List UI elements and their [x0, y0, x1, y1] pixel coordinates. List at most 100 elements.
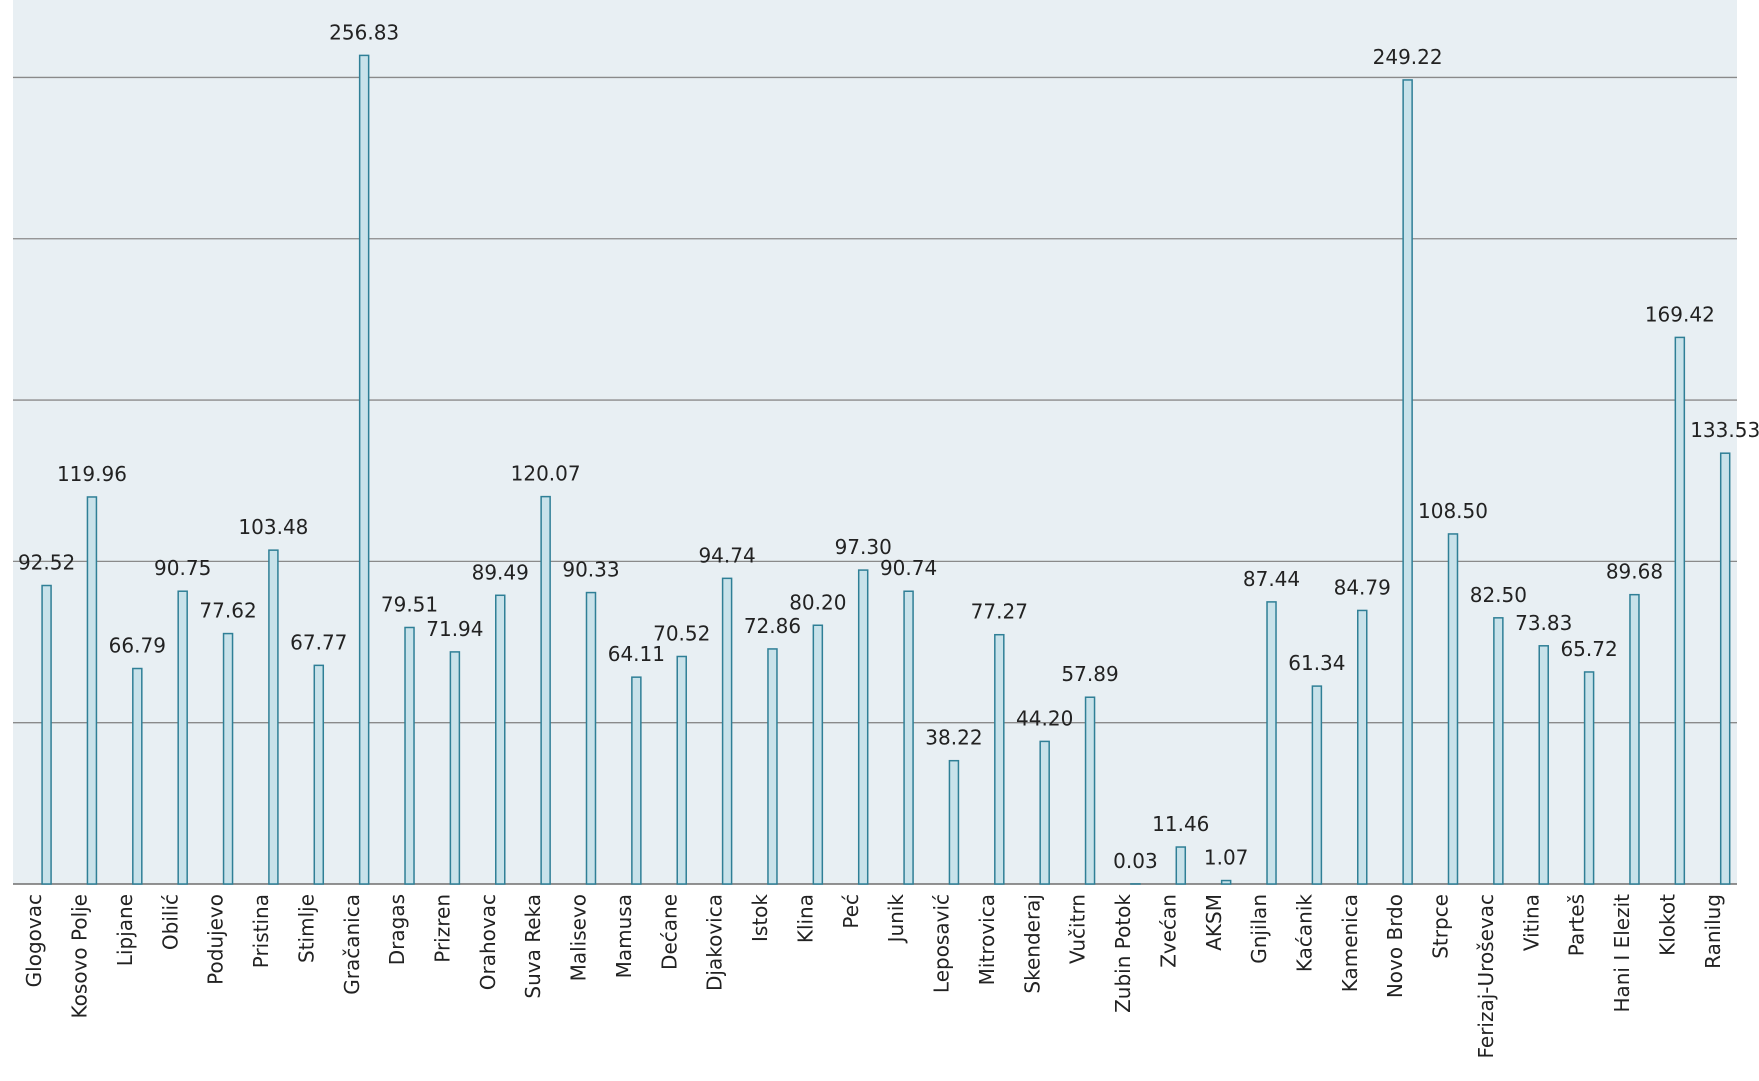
x-tick-label: Strpce — [1429, 894, 1453, 959]
bar — [857, 569, 869, 885]
bar — [495, 594, 506, 885]
bar — [1402, 79, 1413, 885]
bar — [177, 590, 188, 885]
x-tick-label: Skenderaj — [1020, 894, 1044, 994]
value-label: 94.74 — [698, 543, 755, 567]
bar — [767, 648, 778, 885]
bar — [994, 633, 1005, 885]
value-label: 90.75 — [154, 556, 211, 580]
x-tick-label: Novo Brdo — [1383, 894, 1407, 998]
bar — [1175, 846, 1187, 885]
x-tick-label: Zvećan — [1156, 894, 1180, 968]
value-label: 120.07 — [511, 462, 581, 486]
x-tick-label: Gnjilan — [1247, 894, 1271, 964]
x-tick-label: Podujevo — [204, 894, 228, 985]
value-label: 80.20 — [789, 590, 846, 614]
x-tick-label: Ranilug — [1701, 894, 1725, 969]
x-tick-label: Peć — [839, 894, 863, 929]
value-label: 77.62 — [199, 599, 256, 623]
x-tick-label: Hani I Elezit — [1610, 894, 1634, 1013]
x-tick-label: Kosovo Polje — [68, 894, 92, 1018]
bar — [404, 626, 415, 885]
bar — [1357, 609, 1368, 885]
x-tick-label: Mamusa — [612, 894, 636, 978]
x-tick-label: Glogovac — [22, 894, 46, 987]
value-label: 256.83 — [329, 20, 399, 44]
value-label: 84.79 — [1334, 575, 1391, 599]
x-tick-label: Kamenica — [1338, 894, 1362, 992]
value-label: 61.34 — [1288, 651, 1345, 675]
value-label: 71.94 — [426, 617, 483, 641]
value-label: 90.33 — [562, 558, 619, 582]
bar — [948, 759, 960, 885]
bar — [132, 667, 143, 885]
value-label: 67.77 — [290, 630, 347, 654]
bar — [41, 584, 52, 885]
bar — [1538, 645, 1549, 885]
x-tick-label: Djakovica — [703, 894, 727, 991]
bar — [1220, 879, 1232, 885]
value-label: 169.42 — [1645, 302, 1715, 326]
value-label: 108.50 — [1418, 499, 1488, 523]
bar — [1084, 696, 1096, 885]
bar — [1719, 452, 1731, 885]
x-tick-label: Klokot — [1655, 894, 1679, 956]
x-tick-label: Vučitrn — [1066, 894, 1090, 964]
value-label: 89.68 — [1606, 560, 1663, 584]
bar — [313, 664, 325, 885]
bar — [540, 495, 551, 885]
bar — [358, 54, 370, 885]
bar — [449, 651, 461, 885]
x-tick-label: Klina — [793, 894, 817, 943]
value-label: 65.72 — [1560, 637, 1617, 661]
x-tick-label: AKSM — [1202, 894, 1226, 951]
x-tick-label: Istok — [748, 894, 772, 942]
bar — [1493, 617, 1504, 885]
value-label: 97.30 — [835, 535, 892, 559]
value-label: 57.89 — [1061, 662, 1118, 686]
bar — [1447, 533, 1459, 885]
x-tick-label: Mitrovica — [975, 894, 999, 985]
x-tick-label: Lipjane — [113, 894, 137, 966]
x-tick-label: Gračanica — [340, 894, 364, 995]
value-label: 66.79 — [109, 634, 166, 658]
x-tick-label: Kaćanik — [1293, 894, 1317, 973]
bar — [585, 591, 597, 885]
value-label: 249.22 — [1373, 45, 1443, 69]
x-tick-label: Dećane — [657, 894, 681, 970]
x-tick-label: Prizren — [431, 894, 455, 963]
bar — [86, 496, 98, 885]
value-label: 87.44 — [1243, 567, 1300, 591]
bar — [903, 590, 914, 885]
bar — [268, 549, 279, 885]
x-tick-label: Parteš — [1565, 894, 1589, 956]
value-label: 38.22 — [925, 726, 982, 750]
bar — [1311, 685, 1323, 885]
value-label: 70.52 — [653, 621, 710, 645]
bar — [631, 676, 642, 885]
x-tick-label: Zubin Potok — [1111, 894, 1135, 1013]
x-tick-label: Malisevo — [567, 894, 591, 981]
value-label: 79.51 — [381, 592, 438, 616]
value-label: 82.50 — [1470, 583, 1527, 607]
x-tick-label: Pristina — [249, 894, 273, 968]
x-tick-label: Vitina — [1519, 894, 1543, 951]
bar — [1674, 336, 1686, 885]
value-label: 133.53 — [1690, 418, 1759, 442]
value-label: 90.74 — [880, 556, 937, 580]
x-tick-label: Stimlje — [294, 894, 318, 963]
x-tick-label: Suva Reka — [521, 894, 545, 999]
value-label: 11.46 — [1152, 812, 1209, 836]
x-tick-label: Ferizaj-Uroševac — [1474, 894, 1498, 1059]
value-label: 44.20 — [1016, 706, 1073, 730]
value-label: 72.86 — [744, 614, 801, 638]
x-tick-label: Leposavić — [930, 894, 954, 993]
value-label: 89.49 — [472, 560, 529, 584]
bar — [1039, 740, 1050, 885]
value-label: 73.83 — [1515, 611, 1572, 635]
value-label: 77.27 — [971, 600, 1028, 624]
value-label: 92.52 — [18, 551, 75, 575]
bar — [1583, 671, 1595, 885]
